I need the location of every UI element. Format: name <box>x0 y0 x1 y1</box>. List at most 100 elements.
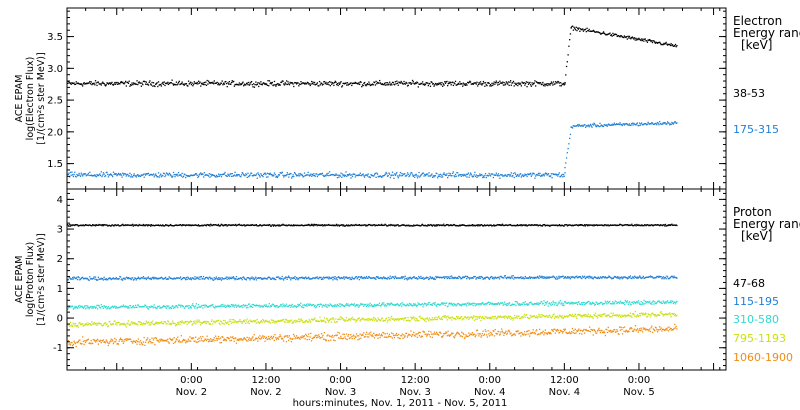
data-point <box>537 172 540 175</box>
data-point <box>519 304 521 306</box>
data-point <box>347 277 349 279</box>
data-point <box>286 225 288 227</box>
data-point <box>540 174 543 176</box>
data-point <box>495 317 497 320</box>
data-point <box>534 177 536 179</box>
data-point <box>115 306 117 308</box>
data-point <box>380 276 382 279</box>
data-point <box>446 277 449 280</box>
data-point <box>410 303 412 305</box>
data-point <box>385 277 388 280</box>
data-point <box>215 277 217 280</box>
data-point <box>165 307 167 309</box>
data-point <box>121 81 123 84</box>
data-point <box>437 276 439 278</box>
data-point <box>392 304 394 306</box>
data-point <box>186 174 188 177</box>
data-point <box>538 315 541 317</box>
data-point <box>93 276 95 278</box>
data-point <box>569 224 572 226</box>
data-point <box>534 276 536 279</box>
data-point <box>179 306 182 308</box>
data-point <box>100 84 102 86</box>
data-point <box>141 323 143 325</box>
data-point <box>595 126 598 128</box>
data-point <box>618 35 621 38</box>
data-point <box>333 224 335 227</box>
data-point <box>227 323 230 326</box>
data-point <box>285 303 288 305</box>
data-point <box>416 81 418 83</box>
data-point <box>383 276 385 278</box>
data-point <box>322 225 324 227</box>
data-point <box>341 304 343 306</box>
data-point <box>134 277 136 279</box>
data-point <box>379 82 382 84</box>
data-point <box>343 174 345 176</box>
data-point <box>470 316 472 318</box>
data-point <box>508 276 511 278</box>
data-point <box>487 224 489 226</box>
data-point <box>206 79 208 82</box>
data-point <box>160 173 162 175</box>
data-point <box>594 303 597 306</box>
data-point <box>553 173 555 175</box>
data-point <box>287 81 289 83</box>
data-point <box>432 302 434 305</box>
data-point <box>184 173 186 176</box>
data-point <box>190 320 193 323</box>
data-point <box>345 277 347 279</box>
data-point <box>99 174 102 177</box>
data-point <box>76 82 78 85</box>
data-point <box>446 173 448 175</box>
data-point <box>554 302 556 304</box>
data-point <box>117 174 119 176</box>
data-point <box>107 307 109 309</box>
data-point <box>430 304 432 306</box>
data-point <box>302 277 305 279</box>
data-point <box>262 305 265 308</box>
data-point <box>581 275 584 277</box>
data-point <box>90 305 92 308</box>
data-point <box>529 81 531 84</box>
data-point <box>90 324 92 326</box>
data-point <box>136 278 138 280</box>
data-point <box>146 277 148 279</box>
data-point <box>355 319 358 322</box>
data-point <box>225 224 228 226</box>
data-point <box>96 173 98 176</box>
data-point <box>458 303 461 306</box>
data-point <box>202 321 205 323</box>
data-point <box>295 224 298 227</box>
data-point <box>165 323 167 325</box>
data-point <box>123 83 125 85</box>
data-point <box>133 306 135 309</box>
data-point <box>553 224 556 227</box>
data-point <box>202 321 204 324</box>
data-point <box>156 82 158 84</box>
data-point <box>189 82 191 84</box>
data-point <box>574 224 577 226</box>
data-point <box>560 85 563 87</box>
data-point <box>547 305 549 307</box>
data-point <box>642 124 644 126</box>
data-point <box>365 303 367 306</box>
data-point <box>531 174 533 176</box>
data-point <box>407 84 409 87</box>
data-point <box>400 302 402 305</box>
data-point <box>567 224 569 227</box>
data-point <box>533 224 536 226</box>
data-point <box>599 277 601 280</box>
data-point <box>209 176 211 178</box>
data-point <box>454 83 456 85</box>
data-point <box>243 174 246 177</box>
data-point <box>177 322 179 324</box>
data-point <box>519 317 521 319</box>
data-point <box>313 318 316 320</box>
data-point <box>141 277 143 279</box>
data-point <box>520 317 522 319</box>
data-point <box>660 123 662 125</box>
data-point <box>185 224 188 226</box>
data-point <box>83 82 85 84</box>
data-point <box>449 224 451 227</box>
